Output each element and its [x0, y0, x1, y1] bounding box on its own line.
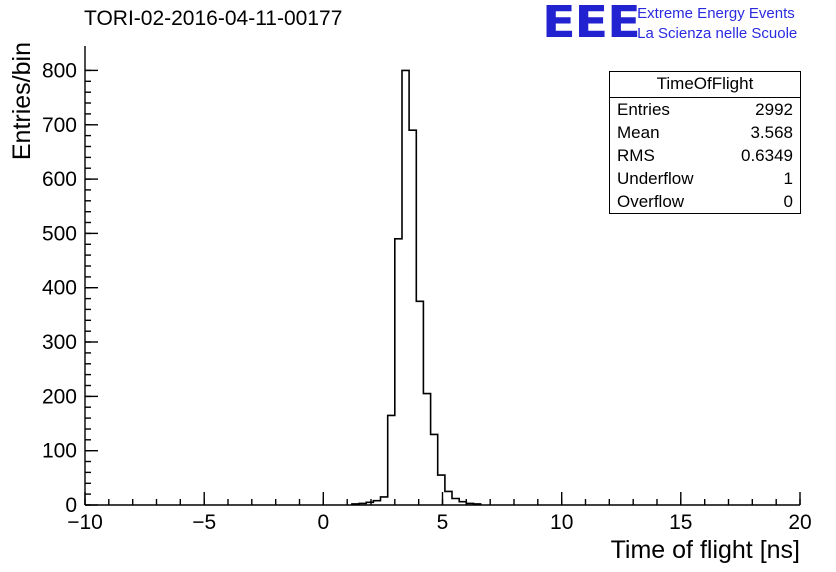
svg-text:500: 500	[42, 222, 77, 245]
svg-text:−5: −5	[192, 511, 216, 534]
stats-label: Entries	[617, 100, 670, 119]
stats-row-entries: Entries 2992	[610, 98, 800, 121]
stats-box: TimeOfFlight Entries 2992 Mean 3.568 RMS…	[609, 71, 801, 214]
svg-text:700: 700	[42, 114, 77, 137]
svg-text:−10: −10	[67, 511, 103, 534]
logo-tagline-1: Extreme Energy Events	[637, 5, 795, 22]
axes	[84, 46, 801, 506]
svg-text:200: 200	[42, 385, 77, 408]
stats-label: Underflow	[617, 169, 694, 188]
eee-logo-text: EEE	[542, 0, 641, 48]
stats-row-underflow: Underflow 1	[610, 167, 800, 190]
stats-label: Overflow	[617, 192, 685, 211]
histogram-line	[351, 69, 482, 505]
svg-text:0: 0	[65, 494, 77, 517]
svg-text:300: 300	[42, 331, 77, 354]
stats-title: TimeOfFlight	[610, 72, 800, 98]
stats-row-mean: Mean 3.568	[610, 121, 800, 144]
stats-label: RMS	[617, 146, 655, 165]
stats-value: 2992	[755, 100, 793, 119]
svg-text:400: 400	[42, 277, 77, 300]
eee-logo: EEE Extreme Energy Events La Scienza nel…	[542, 0, 797, 48]
stats-label: Mean	[617, 123, 660, 142]
svg-text:0: 0	[317, 511, 329, 534]
svg-text:10: 10	[550, 511, 573, 534]
stats-value: 0	[783, 192, 793, 211]
svg-text:600: 600	[42, 168, 77, 191]
stats-value: 3.568	[750, 123, 793, 142]
stats-row-rms: RMS 0.6349	[610, 144, 800, 167]
plot-title: TORI-02-2016-04-11-00177	[84, 7, 343, 30]
svg-text:5: 5	[437, 511, 449, 534]
logo-tagline-2: La Scienza nelle Scuole	[637, 25, 798, 43]
stats-value: 0.6349	[741, 146, 793, 165]
x-axis-title: Time of flight [ns]	[611, 536, 800, 564]
y-axis-title: Entries/bin	[8, 42, 36, 160]
svg-text:20: 20	[788, 511, 811, 534]
svg-text:800: 800	[42, 59, 77, 82]
eee-logo-taglines: Extreme Energy Events La Scienza nelle S…	[637, 2, 797, 45]
svg-text:100: 100	[42, 440, 77, 463]
svg-text:15: 15	[669, 511, 692, 534]
stats-value: 1	[783, 169, 793, 188]
stats-row-overflow: Overflow 0	[610, 190, 800, 213]
